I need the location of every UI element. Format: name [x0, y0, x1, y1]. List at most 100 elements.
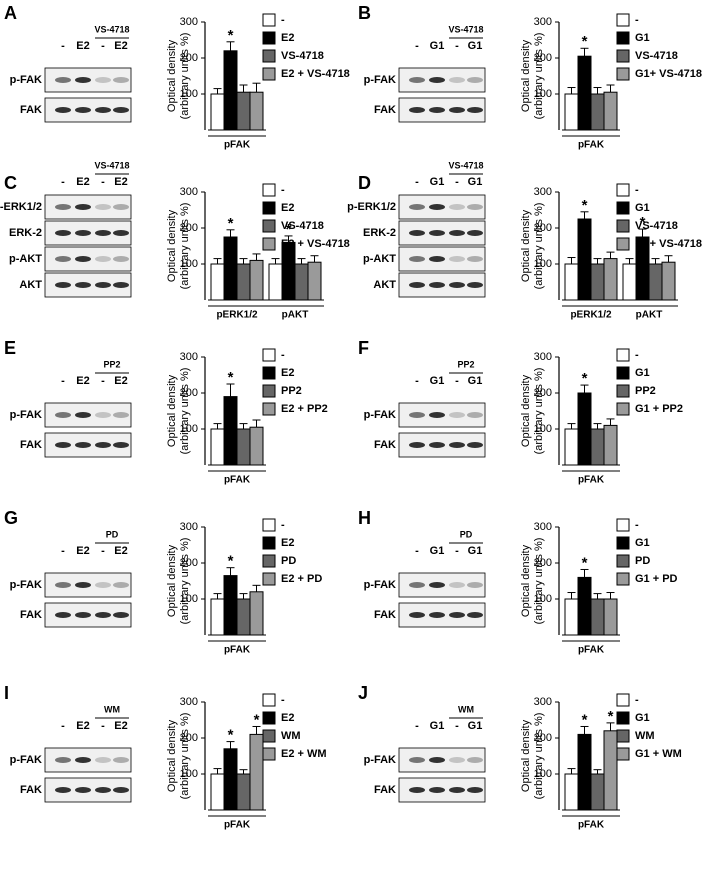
blot-band: [95, 256, 111, 262]
blot-band: [467, 757, 483, 763]
lane-label: E2: [114, 720, 127, 732]
lane-label: G1: [430, 545, 445, 557]
bar: [564, 93, 579, 131]
significance-star: *: [640, 214, 646, 231]
lane-label: G1: [468, 720, 483, 732]
blot-band: [95, 412, 111, 418]
legend-swatch: [616, 536, 630, 550]
bar: [236, 263, 251, 301]
blot-band: [449, 107, 465, 113]
legend-label: -: [635, 519, 639, 531]
panel-letter: A: [4, 3, 17, 23]
lane-label: -: [101, 545, 105, 557]
lane-label: -: [455, 545, 459, 557]
y-axis-label: Optical density: [166, 39, 178, 112]
blot-band: [55, 77, 71, 83]
legend-label: G1 + PP2: [635, 403, 683, 415]
legend-label: WM: [635, 730, 655, 742]
legend-label: -: [635, 14, 639, 26]
lane-label: G1: [430, 375, 445, 387]
blot-band: [467, 442, 483, 448]
legend-swatch: [262, 711, 276, 725]
significance-star: *: [228, 369, 234, 386]
panel-letter: H: [358, 508, 371, 528]
legend-label: VS-4718: [635, 220, 678, 232]
bar: [648, 263, 663, 301]
lane-label: -: [101, 720, 105, 732]
treatment-label: WM: [458, 704, 474, 714]
bar: [210, 93, 225, 131]
blot-row-label: FAK: [374, 439, 396, 451]
y-tick-label: 100: [180, 768, 198, 780]
lane-label: G1: [468, 176, 483, 188]
legend-label: E2 + PD: [281, 573, 322, 585]
bar: [564, 773, 579, 811]
y-tick-label: 200: [534, 732, 552, 744]
bar: [223, 236, 238, 301]
blot-row-label: ERK-2: [363, 227, 396, 239]
bar: [281, 241, 296, 301]
blot-band: [95, 442, 111, 448]
bar: [577, 576, 592, 636]
blot-row-label: FAK: [20, 439, 42, 451]
legend-label: E2 + PP2: [281, 403, 328, 415]
significance-star: *: [582, 554, 588, 571]
lane-label: E2: [114, 176, 127, 188]
significance-star: *: [228, 27, 234, 44]
y-axis-label: Optical density: [166, 374, 178, 447]
legend-swatch: [616, 201, 630, 215]
significance-star: *: [228, 553, 234, 570]
bar: [603, 424, 618, 466]
legend-label: E2: [281, 712, 294, 724]
lane-label: G1: [468, 545, 483, 557]
blot-band: [409, 230, 425, 236]
legend-label: VS-4718: [635, 50, 678, 62]
treatment-label: PD: [460, 529, 473, 539]
lane-label: -: [101, 40, 105, 52]
blot-band: [449, 612, 465, 618]
lane-label: E2: [76, 720, 89, 732]
legend-swatch: [616, 237, 630, 251]
legend-label: -: [635, 349, 639, 361]
blot-row-label: ERK-2: [9, 227, 42, 239]
blot-row-label: p-ERK1/2: [347, 201, 396, 213]
bar: [223, 748, 238, 811]
y-tick-label: 200: [534, 52, 552, 64]
legend-swatch: [616, 693, 630, 707]
blot-band: [75, 582, 91, 588]
bar: [236, 598, 251, 636]
blot-band: [75, 77, 91, 83]
legend-label: E2: [281, 537, 294, 549]
treatment-label: PD: [106, 529, 119, 539]
legend-swatch: [616, 747, 630, 761]
blot-band: [55, 230, 71, 236]
bar: [590, 598, 605, 636]
bar: [577, 392, 592, 466]
y-tick-label: 300: [534, 696, 552, 708]
legend-swatch: [616, 554, 630, 568]
blot-band: [449, 204, 465, 210]
category-label: pFAK: [578, 475, 605, 486]
legend-swatch: [262, 31, 276, 45]
legend-label: VS-4718: [281, 50, 324, 62]
bar: [577, 733, 592, 811]
y-tick-label: 200: [534, 557, 552, 569]
significance-star: *: [286, 221, 292, 238]
legend-label: -: [281, 694, 285, 706]
blot-band: [113, 77, 129, 83]
y-tick-label: 200: [534, 222, 552, 234]
blot-row-label: p-FAK: [364, 409, 396, 421]
bar: [622, 263, 637, 301]
blot-band: [113, 442, 129, 448]
category-label: pFAK: [578, 820, 605, 831]
bar: [577, 55, 592, 131]
legend-swatch: [262, 13, 276, 27]
blot-band: [95, 230, 111, 236]
y-tick-label: 100: [534, 88, 552, 100]
legend-swatch: [262, 384, 276, 398]
y-tick-label: 200: [180, 52, 198, 64]
legend-swatch: [616, 67, 630, 81]
blot-band: [95, 787, 111, 793]
treatment-label: PP2: [457, 359, 474, 369]
y-axis-label: Optical density: [520, 544, 532, 617]
